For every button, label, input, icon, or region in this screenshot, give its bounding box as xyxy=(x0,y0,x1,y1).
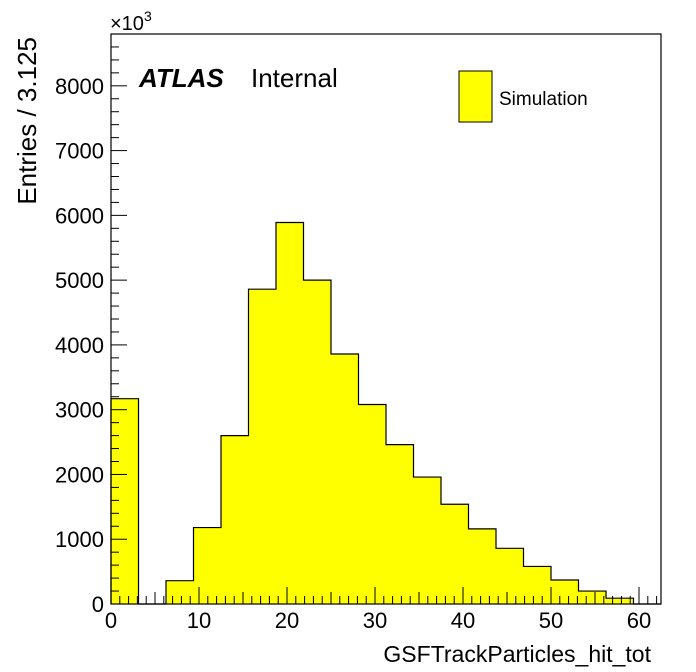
histogram-bar xyxy=(221,435,249,604)
y-tick-label: 6000 xyxy=(55,203,104,228)
histogram-outline xyxy=(110,221,661,605)
x-tick-label: 50 xyxy=(539,608,563,633)
y-tick-label: 0 xyxy=(92,592,104,617)
histogram-bar xyxy=(413,477,441,604)
histogram-bar xyxy=(578,591,606,604)
x-tick-label: 40 xyxy=(451,608,475,633)
atlas-label: ATLAS xyxy=(138,63,224,93)
y-tick-label: 2000 xyxy=(55,462,104,487)
histogram-bar xyxy=(193,527,221,604)
y-tick-label: 1000 xyxy=(55,527,104,552)
legend-swatch xyxy=(458,70,493,123)
histogram-bar xyxy=(468,528,496,604)
y-tick-label: 8000 xyxy=(55,74,104,99)
legend: Simulation xyxy=(458,70,588,123)
histogram-bar xyxy=(303,280,331,604)
histogram-bar xyxy=(248,289,276,604)
atlas-sublabel: Internal xyxy=(251,63,338,93)
y-tick-label: 7000 xyxy=(55,139,104,164)
histogram-bar xyxy=(358,404,386,604)
y-axis-label: Entries / 3.125 xyxy=(12,37,42,205)
x-tick-label: 30 xyxy=(363,608,387,633)
histogram-bar xyxy=(386,444,414,604)
histogram-bar xyxy=(111,398,139,604)
x-tick-label: 20 xyxy=(275,608,299,633)
histogram-bar xyxy=(606,598,634,604)
histogram-bar xyxy=(496,548,524,604)
x-tick-label: 60 xyxy=(627,608,651,633)
legend-label: Simulation xyxy=(499,89,588,110)
x-tick-label: 10 xyxy=(187,608,211,633)
y-tick-label: 4000 xyxy=(55,333,104,358)
y-multiplier: ×103 xyxy=(110,8,152,35)
histogram-bars xyxy=(111,222,634,604)
y-tick-label: 5000 xyxy=(55,268,104,293)
x-axis-label: GSFTrackParticles_hit_tot xyxy=(383,641,651,667)
histogram-bar xyxy=(551,580,579,604)
histogram-bar xyxy=(523,566,551,604)
y-axis: 0 1000 2000 3000 4000 5000 6000 7000 8000 xyxy=(55,33,127,617)
x-axis: 0 10 20 30 40 50 60 xyxy=(105,587,658,633)
histogram-bar xyxy=(331,353,359,604)
histogram-bar xyxy=(441,504,469,604)
histogram-bar xyxy=(276,222,304,604)
histogram-bar xyxy=(166,580,194,604)
y-tick-label: 3000 xyxy=(55,398,104,423)
x-tick-label: 0 xyxy=(105,608,117,633)
